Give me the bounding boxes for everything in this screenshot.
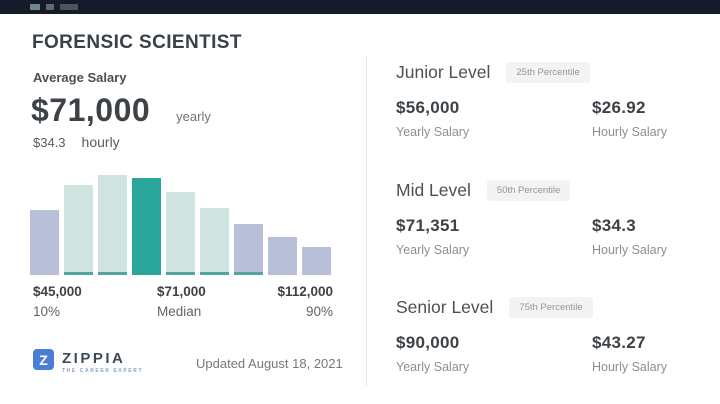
chart-bar (166, 192, 195, 275)
top-bar-glyph-icon (30, 4, 40, 10)
percentile-badge: 75th Percentile (509, 297, 593, 318)
chart-axis-labels: 10% Median 90% (33, 304, 333, 320)
zippia-logo[interactable]: Z ZIPPIA THE CAREER EXPERT (33, 349, 143, 374)
level-section-junior: Junior Level 25th Percentile $56,000 Yea… (396, 62, 696, 139)
chart-bar (200, 208, 229, 275)
average-yearly-salary-value: $71,000 (31, 92, 151, 128)
axis-value-median: $71,000 (157, 284, 206, 299)
average-hourly-salary-value: $34.3 (33, 135, 66, 150)
top-bar (0, 0, 720, 14)
hourly-salary-label: Hourly Salary (592, 125, 668, 139)
level-section-senior: Senior Level 75th Percentile $90,000 Yea… (396, 297, 696, 374)
brand-name: ZIPPIA (62, 350, 126, 367)
yearly-salary-label: Yearly Salary (396, 243, 470, 257)
chart-axis-values: $45,000 $71,000 $112,000 (33, 284, 333, 300)
axis-label-median: Median (157, 304, 202, 319)
level-name: Senior Level (396, 297, 494, 317)
axis-label-90th: 90% (305, 304, 333, 319)
hourly-unit-label: hourly (81, 134, 120, 150)
yearly-salary-value: $90,000 (396, 333, 460, 352)
yearly-salary-label: Yearly Salary (396, 360, 470, 374)
axis-value-90th: $112,000 (277, 284, 333, 299)
chart-bar (64, 185, 93, 275)
chart-bar (98, 175, 127, 275)
yearly-salary-value: $71,351 (396, 216, 460, 235)
brand-tagline: THE CAREER EXPERT (62, 368, 144, 374)
top-bar-glyph-icon (60, 4, 78, 10)
level-name: Junior Level (396, 62, 491, 82)
hourly-salary-value: $34.3 (592, 216, 637, 235)
axis-value-10th: $45,000 (33, 284, 82, 299)
hourly-salary-value: $43.27 (592, 333, 646, 352)
yearly-salary-value: $56,000 (396, 98, 460, 117)
level-section-mid: Mid Level 50th Percentile $71,351 Yearly… (396, 180, 696, 257)
yearly-unit-label: yearly (176, 109, 211, 124)
chart-bar (30, 210, 59, 275)
chart-bar (302, 247, 331, 275)
chart-bar (268, 237, 297, 275)
chart-bar (234, 224, 263, 275)
updated-date: Updated August 18, 2021 (196, 356, 343, 371)
page-title: FORENSIC SCIENTIST (32, 32, 242, 53)
hourly-salary-label: Hourly Salary (592, 360, 668, 374)
average-salary-label: Average Salary (33, 70, 127, 85)
vertical-divider (366, 56, 367, 386)
level-name: Mid Level (396, 180, 471, 200)
hourly-salary-value: $26.92 (592, 98, 646, 117)
hourly-salary-label: Hourly Salary (592, 243, 668, 257)
yearly-salary-label: Yearly Salary (396, 125, 470, 139)
axis-label-10th: 10% (33, 304, 61, 319)
top-bar-glyph-icon (46, 4, 54, 10)
salary-distribution-chart (30, 175, 332, 275)
chart-bar (132, 178, 161, 275)
percentile-badge: 25th Percentile (506, 62, 590, 83)
percentile-badge: 50th Percentile (486, 180, 571, 201)
zippia-logo-icon: Z (33, 349, 54, 370)
